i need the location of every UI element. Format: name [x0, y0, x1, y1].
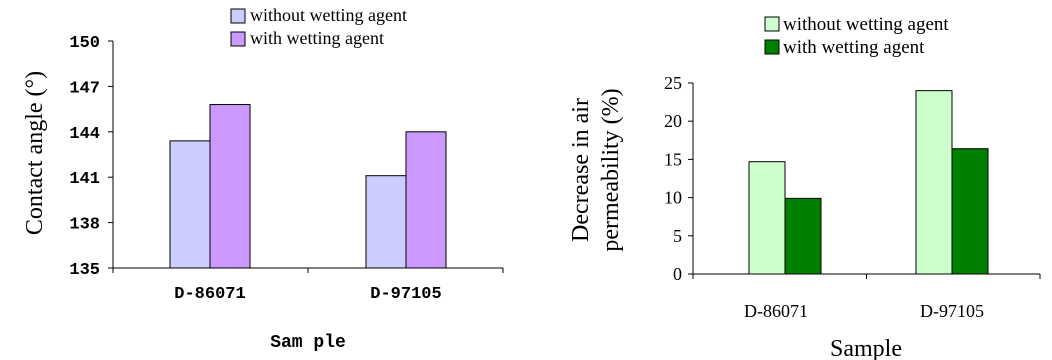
y-tick-label-right-5: 25	[664, 73, 682, 93]
category-label-left-1: D-97105	[370, 285, 441, 304]
y-tick-label-left-3: 144	[69, 125, 100, 144]
bar-right-d-86071-with-wetting-agent	[784, 197, 822, 275]
legend-label-without-right: without wetting agent	[783, 14, 949, 35]
x-axis-label-right: Sample	[830, 336, 902, 360]
legend-label-with-left: with wetting agent	[250, 28, 384, 48]
category-label-left-0: D-86071	[174, 285, 245, 304]
y-axis-label-right-line2: permeability (%)	[598, 88, 624, 251]
bar-left-d-86071-with-wetting-agent	[209, 104, 251, 269]
y-tick-label-left-0: 135	[69, 261, 100, 280]
y-axis-label-right-line1: Decrease in air	[568, 98, 594, 242]
contact-angle-chart: without wetting agent with wetting agent…	[22, 5, 504, 353]
bar-left-d-86071-without-wetting-agent	[169, 140, 211, 269]
legend-left: without wetting agent with wetting agent	[230, 5, 407, 48]
y-tick-label-left-2: 141	[69, 170, 100, 189]
legend-swatch-without-left	[230, 8, 246, 24]
legend-swatch-without-right	[764, 16, 780, 32]
y-tick-label-right-3: 15	[664, 149, 682, 169]
legend-swatch-with-left	[230, 31, 246, 47]
category-label-right-1: D-97105	[920, 301, 984, 321]
x-ticks-left	[112, 268, 504, 273]
bar-left-d-97105-without-wetting-agent	[365, 175, 407, 269]
bar-right-d-97105-with-wetting-agent	[951, 148, 989, 275]
y-tick-label-right-1: 5	[673, 226, 682, 246]
y-tick-label-right-2: 10	[664, 188, 682, 208]
y-tick-label-right-0: 0	[673, 264, 682, 284]
legend-swatch-with-right	[764, 39, 780, 55]
air-permeability-chart: without wetting agent with wetting agent…	[568, 14, 1041, 360]
legend-label-with-right: with wetting agent	[783, 37, 925, 58]
y-ticks-left: 135 138 141 144 147 150	[69, 34, 113, 280]
y-tick-label-left-5: 150	[69, 34, 100, 53]
bar-right-d-86071-without-wetting-agent	[748, 161, 786, 275]
bars-right	[748, 90, 989, 275]
y-tick-label-right-4: 20	[664, 111, 682, 131]
y-axis-label-left: Contact angle (°)	[22, 71, 48, 235]
bar-left-d-97105-with-wetting-agent	[405, 131, 447, 269]
y-tick-label-left-1: 138	[69, 216, 100, 235]
y-ticks-right: 0 5 10 15 20 25	[664, 73, 693, 284]
legend-right: without wetting agent with wetting agent	[764, 14, 949, 58]
y-tick-label-left-4: 147	[69, 79, 100, 98]
bars-left	[169, 104, 447, 269]
x-axis-label-left: Sam ple	[270, 333, 346, 353]
x-ticks-right	[692, 274, 1041, 279]
legend-label-without-left: without wetting agent	[250, 5, 407, 25]
category-label-right-0: D-86071	[744, 301, 808, 321]
bar-right-d-97105-without-wetting-agent	[915, 90, 953, 275]
